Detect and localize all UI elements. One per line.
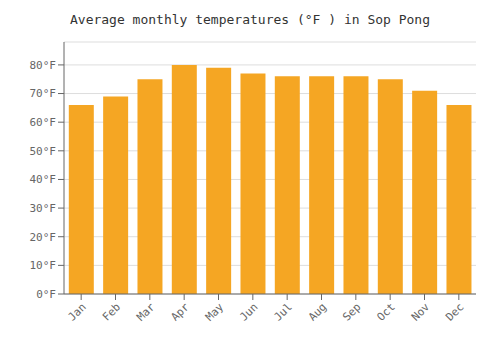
svg-text:Oct: Oct <box>375 300 398 323</box>
svg-text:70°F: 70°F <box>30 87 57 100</box>
svg-text:Feb: Feb <box>100 300 123 323</box>
svg-text:Mar: Mar <box>134 300 158 324</box>
svg-text:Sep: Sep <box>340 300 363 323</box>
svg-text:Jun: Jun <box>237 300 260 323</box>
html-text:Average monthly temperatures (: Average monthly temperatures (°F ) in So… <box>70 12 430 27</box>
svg-text:40°F: 40°F <box>30 173 57 186</box>
svg-text:0°F: 0°F <box>36 288 56 301</box>
svg-text:80°F: 80°F <box>30 59 57 72</box>
svg-text:30°F: 30°F <box>30 202 57 215</box>
svg-text:May: May <box>203 300 227 324</box>
svg-text:20°F: 20°F <box>30 231 57 244</box>
svg-text:Nov: Nov <box>409 300 433 324</box>
svg-text:Aug: Aug <box>306 300 329 323</box>
svg-text:50°F: 50°F <box>30 145 57 158</box>
svg-text:Dec: Dec <box>443 300 466 323</box>
svg-text:Apr: Apr <box>169 300 193 324</box>
svg-text:10°F: 10°F <box>30 259 57 272</box>
svg-text:60°F: 60°F <box>30 116 57 129</box>
svg-text:Jul: Jul <box>272 300 295 323</box>
svg-text:Jan: Jan <box>66 300 89 323</box>
